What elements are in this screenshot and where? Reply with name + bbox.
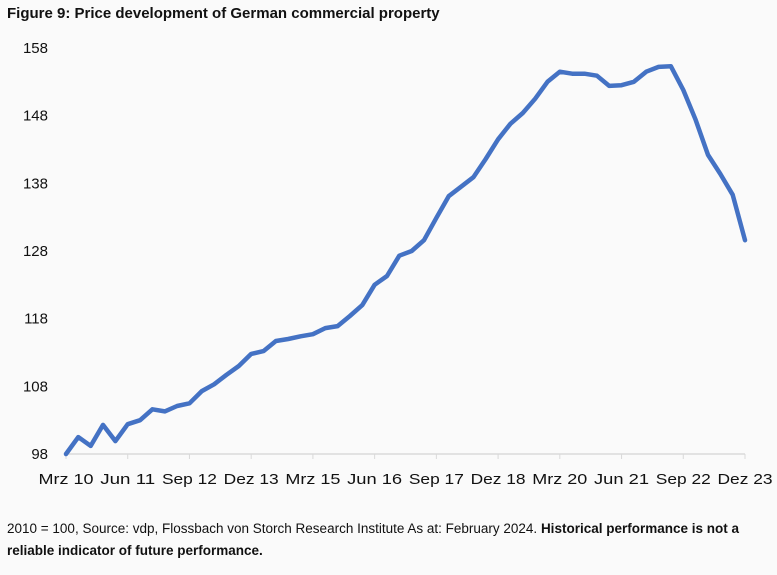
y-tick-label: 138 [23,175,48,192]
y-tick-label: 98 [31,446,48,463]
y-tick-label: 118 [24,311,48,328]
x-tick-label: Dez 18 [471,471,526,488]
x-tick-label: Sep 22 [656,471,711,488]
price-index-line [63,64,748,457]
y-axis: 98 108 118 128 138 148 158 [23,40,48,463]
line-chart: 98 108 118 128 138 148 158 Mrz 10 Jun 11 Sep 12 D… [23,40,773,488]
x-tick-label: Jun 11 [100,471,155,488]
x-tick-label: Sep 12 [162,471,217,488]
x-tick-label: Sep 17 [409,471,464,488]
x-tick-label: Mrz 10 [39,471,94,488]
y-tick-label: 158 [23,40,48,57]
footnote-source: 2010 = 100, Source: vdp, Flossbach von S… [7,521,541,536]
y-tick-label: 148 [23,108,48,125]
x-axis: Mrz 10 Jun 11 Sep 12 Dez 13 Mrz 15 Jun 16 Sep … [39,453,773,488]
series-group [63,64,748,457]
x-tick-label: Dez 23 [718,471,773,488]
x-tick-label: Jun 16 [347,471,402,488]
footnote-disclaimer: Historical performance is not a reliable… [7,521,739,558]
x-tick-label: Jun 21 [594,471,649,488]
x-tick-label: Mrz 20 [532,471,587,488]
y-tick-label: 108 [23,378,48,395]
chart-title: Figure 9: Price development of German co… [7,5,440,22]
x-tick-label: Dez 13 [224,471,279,488]
y-tick-label: 128 [23,243,48,260]
footnote: 2010 = 100, Source: vdp, Flossbach von S… [7,518,772,562]
x-tick-label: Mrz 15 [285,471,340,488]
